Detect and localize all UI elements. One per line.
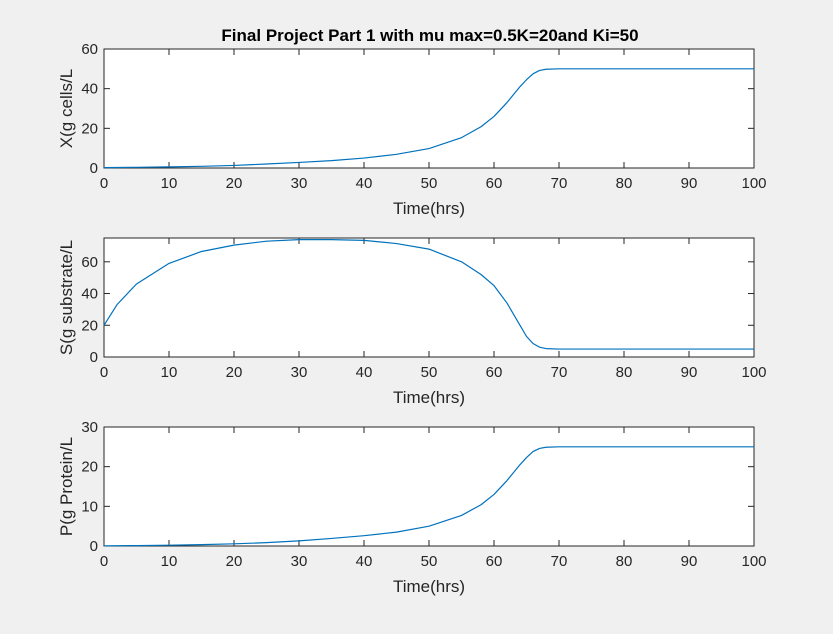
x-tick-label: 30 bbox=[291, 553, 308, 570]
x-tick-label: 30 bbox=[291, 364, 308, 381]
x-tick-label: 50 bbox=[421, 364, 438, 381]
x-tick-label: 50 bbox=[421, 553, 438, 570]
x-tick-label: 20 bbox=[226, 553, 243, 570]
x-tick-label: 70 bbox=[551, 364, 568, 381]
x-tick-label: 10 bbox=[161, 175, 178, 192]
series-line-p-protein bbox=[103, 446, 754, 547]
axes-box-x-biomass bbox=[103, 48, 755, 169]
y-tick-label: 30 bbox=[81, 419, 98, 436]
series-line-x-biomass bbox=[103, 68, 754, 169]
x-tick-label: 80 bbox=[616, 364, 633, 381]
x-tick-label: 60 bbox=[486, 175, 503, 192]
y-tick-label: 0 bbox=[90, 160, 98, 177]
axes-box-p-protein bbox=[103, 426, 755, 547]
x-tick-label: 40 bbox=[356, 364, 373, 381]
x-tick-label: 10 bbox=[161, 553, 178, 570]
axes-box-s-substrate bbox=[103, 237, 755, 358]
x-axis-label-x-biomass: Time(hrs) bbox=[393, 199, 465, 218]
x-axis-label-s-substrate: Time(hrs) bbox=[393, 388, 465, 407]
x-tick-label: 20 bbox=[226, 364, 243, 381]
y-axis-label-p-protein: P(g Protein/L bbox=[57, 437, 76, 536]
x-tick-label: 50 bbox=[421, 175, 438, 192]
x-tick-label: 10 bbox=[161, 364, 178, 381]
y-tick-label: 40 bbox=[81, 81, 98, 98]
x-tick-label: 0 bbox=[100, 364, 108, 381]
x-tick-label: 40 bbox=[356, 175, 373, 192]
x-axis-label-p-protein: Time(hrs) bbox=[393, 577, 465, 596]
x-tick-label: 0 bbox=[100, 553, 108, 570]
y-tick-label: 10 bbox=[81, 498, 98, 515]
y-tick-label: 40 bbox=[81, 286, 98, 303]
y-tick-label: 0 bbox=[90, 538, 98, 555]
x-tick-label: 20 bbox=[226, 175, 243, 192]
x-tick-label: 80 bbox=[616, 553, 633, 570]
x-tick-label: 100 bbox=[741, 364, 766, 381]
x-tick-label: 90 bbox=[681, 364, 698, 381]
series-line-s-substrate bbox=[103, 238, 754, 350]
figure-title: Final Project Part 1 with mu max=0.5K=20… bbox=[221, 26, 638, 45]
x-tick-label: 90 bbox=[681, 175, 698, 192]
y-axis-label-x-biomass: X(g cells/L bbox=[57, 69, 76, 148]
y-tick-label: 20 bbox=[81, 459, 98, 476]
y-axis-label-s-substrate: S(g substrate/L bbox=[57, 240, 76, 355]
x-tick-label: 100 bbox=[741, 553, 766, 570]
x-tick-label: 40 bbox=[356, 553, 373, 570]
y-tick-label: 20 bbox=[81, 120, 98, 137]
x-tick-label: 30 bbox=[291, 175, 308, 192]
y-tick-label: 60 bbox=[81, 254, 98, 271]
x-tick-label: 60 bbox=[486, 553, 503, 570]
x-tick-label: 90 bbox=[681, 553, 698, 570]
y-tick-label: 60 bbox=[81, 41, 98, 58]
x-tick-label: 60 bbox=[486, 364, 503, 381]
x-tick-label: 80 bbox=[616, 175, 633, 192]
y-tick-label: 0 bbox=[90, 349, 98, 366]
x-tick-label: 70 bbox=[551, 175, 568, 192]
x-tick-label: 0 bbox=[100, 175, 108, 192]
x-tick-label: 100 bbox=[741, 175, 766, 192]
x-tick-label: 70 bbox=[551, 553, 568, 570]
y-tick-label: 20 bbox=[81, 317, 98, 334]
